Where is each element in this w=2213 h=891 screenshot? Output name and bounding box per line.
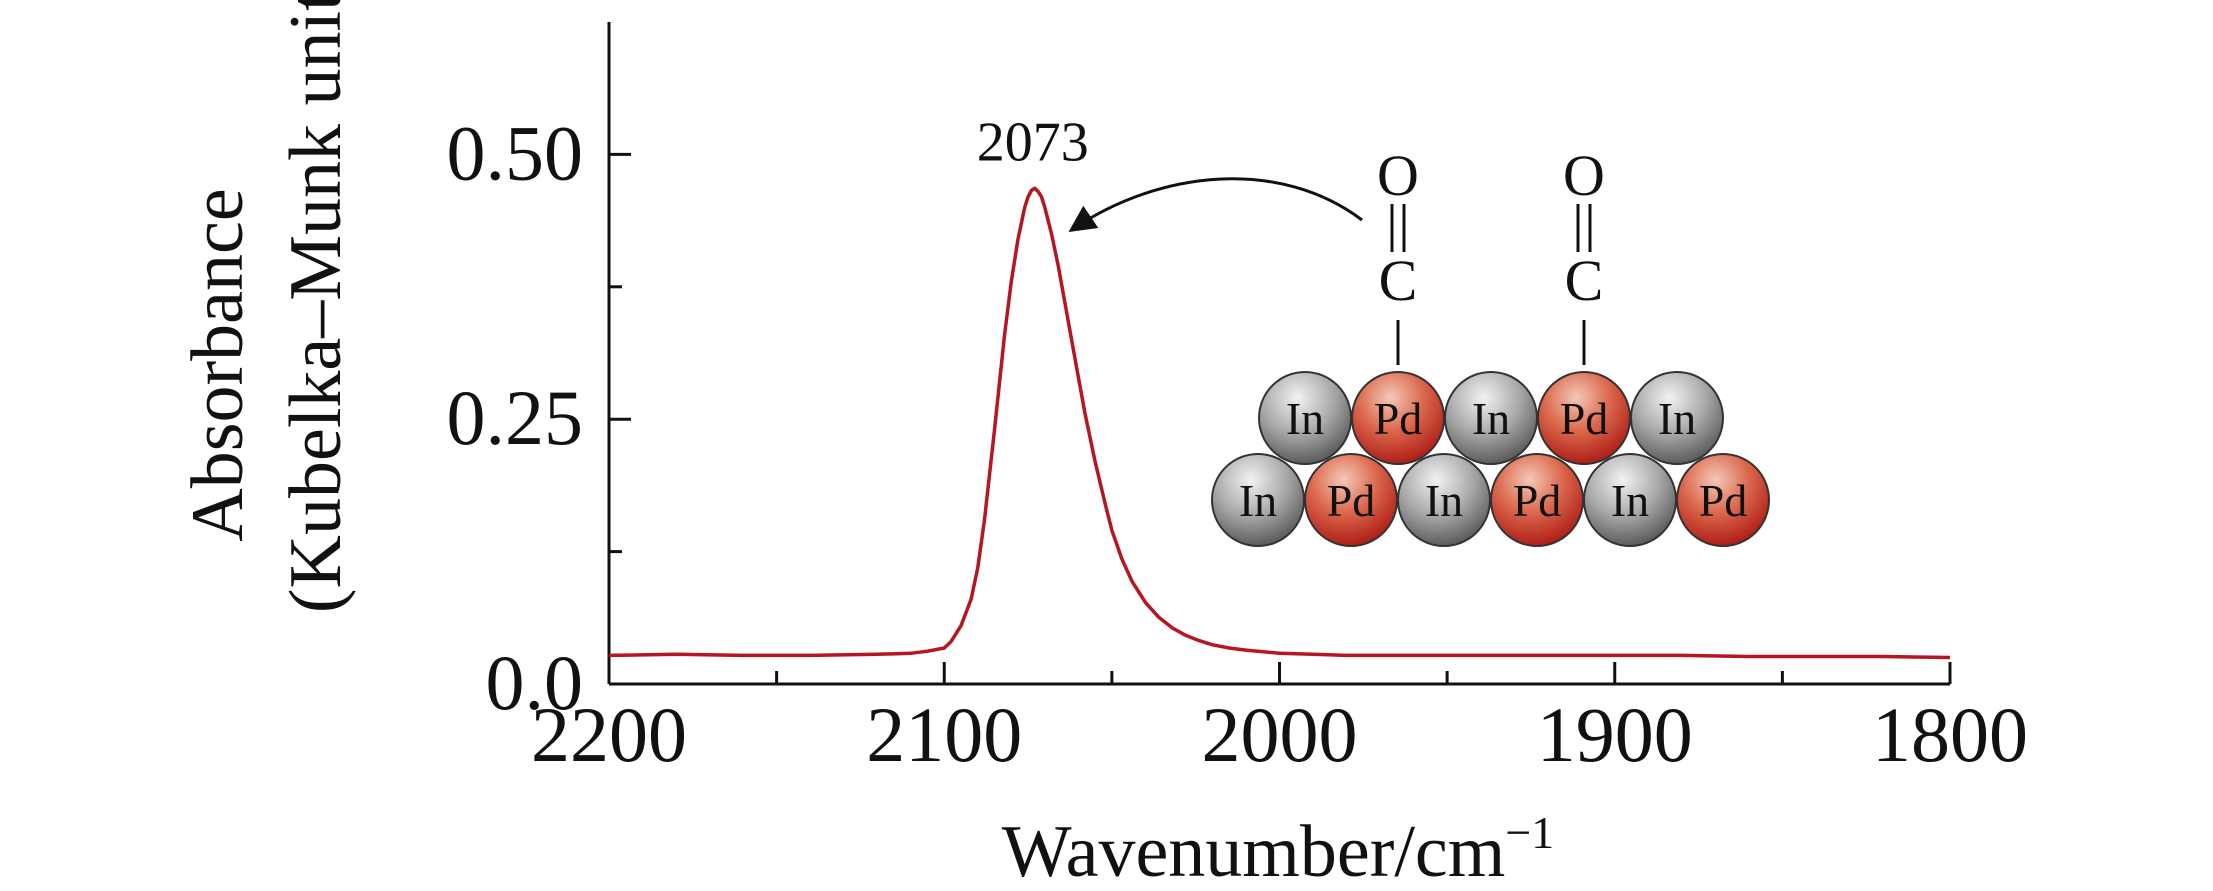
pd-atom: Pd [1351,371,1445,465]
atom-label: Pd [1513,475,1562,526]
y-axis-title-line2: (Kubelka–Munk units) [275,0,357,613]
atom-label: Pd [1374,393,1423,444]
x-tick-label: 2000 [1202,691,1358,778]
atom-label: In [1658,393,1696,444]
in-atom: In [1630,371,1724,465]
oxygen-label: O [1563,143,1605,208]
x-tick-label: 2200 [531,691,687,778]
in-atom: In [1583,453,1677,547]
atom-label: Pd [1327,475,1376,526]
pd-atom: Pd [1304,453,1398,547]
in-atom: In [1211,453,1305,547]
x-tick-label: 1800 [1872,691,2028,778]
in-atom: In [1258,371,1352,465]
y-tick-label: 0.50 [447,109,584,196]
y-tick-label: 0.0 [486,639,584,726]
carbon-label: C [1565,248,1604,313]
absorbance-series-line [608,186,1951,660]
x-tick-label: 1900 [1537,691,1693,778]
atom-label: In [1611,475,1649,526]
y-tick-label: 0.25 [447,374,584,461]
pd-atom: Pd [1490,453,1584,547]
peak-annotation-label: 2073 [977,111,1089,173]
atom-label: In [1472,393,1510,444]
pd-atom: Pd [1676,453,1770,547]
inset-pointer-arrow [1068,177,1363,233]
axis-tick-labels: 2200 2100 2000 1900 1800 0.0 0.25 0.50 [447,109,2029,778]
carbon-label: C [1379,248,1418,313]
in-atom: In [1397,453,1491,547]
atom-label: In [1286,393,1324,444]
atom-label: Pd [1560,393,1609,444]
co-molecule: CO [1563,143,1605,365]
x-axis-title: Wavenumber/cm−1 [1002,807,1555,886]
x-tick-label: 2100 [866,691,1022,778]
oxygen-label: O [1377,143,1419,208]
atom-label: In [1239,475,1277,526]
x-axis-title-superscript: −1 [1505,807,1554,858]
atom-label: In [1425,475,1463,526]
axis-ticks [607,152,1952,686]
co-molecule: CO [1377,143,1419,365]
pd-atom: Pd [1537,371,1631,465]
in-atom: In [1444,371,1538,465]
y-axis-title-line1: Absorbance [177,188,259,541]
atom-label: Pd [1699,475,1748,526]
